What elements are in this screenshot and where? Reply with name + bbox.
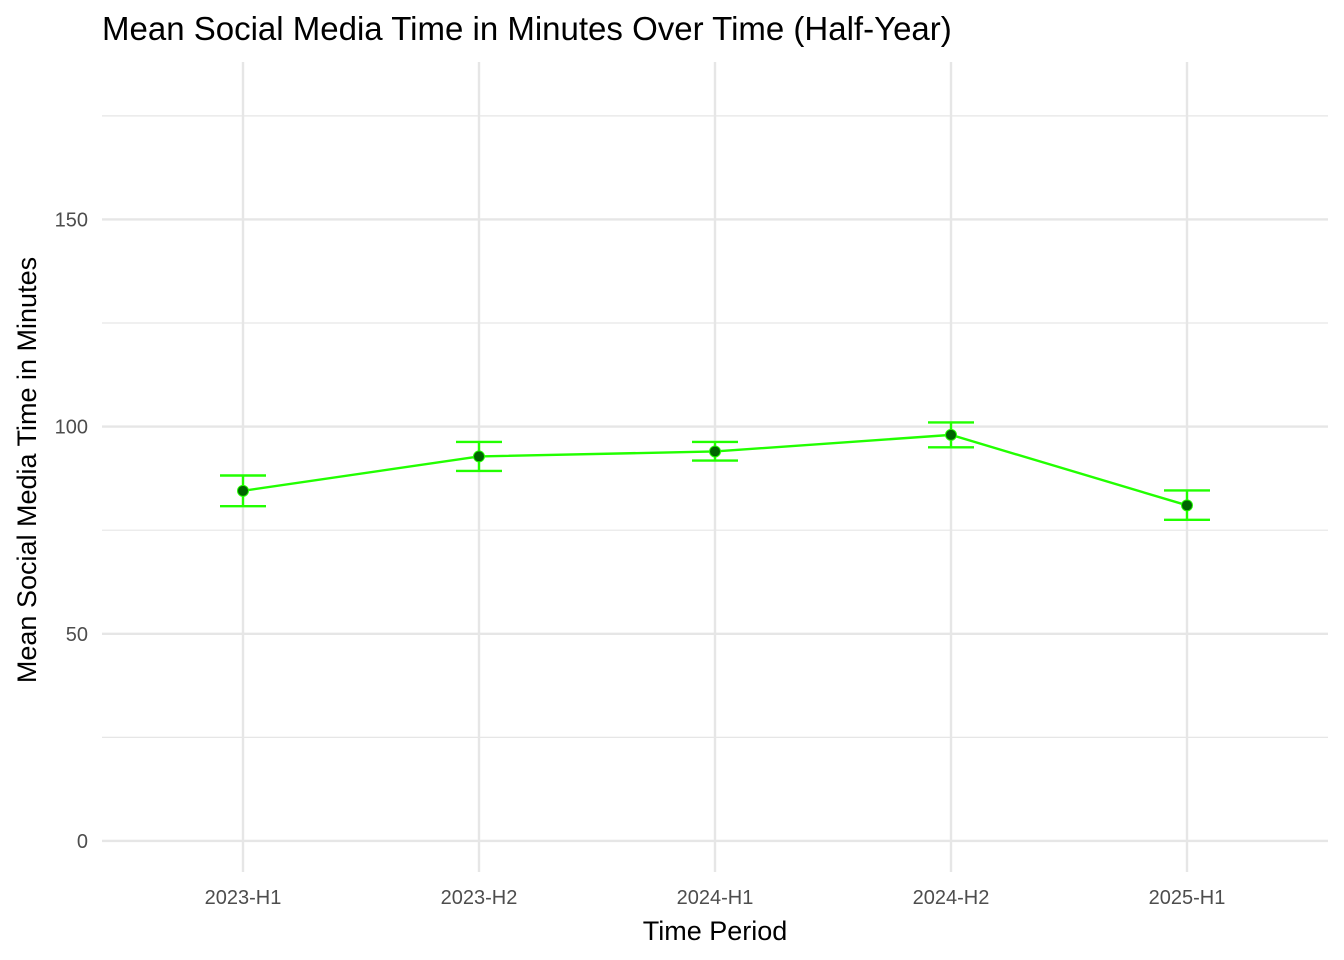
chart-title: Mean Social Media Time in Minutes Over T…: [102, 10, 952, 47]
y-tick-label-1: 50: [66, 624, 88, 646]
grid-layer: [102, 62, 1328, 872]
y-axis-title: Mean Social Media Time in Minutes: [12, 257, 42, 683]
y-tick-label-0: 0: [77, 831, 88, 853]
data-point-3: [945, 428, 957, 441]
y-tick-label-2: 100: [55, 417, 88, 439]
y-tick-label-3: 150: [55, 209, 88, 231]
point-layer: [237, 428, 1193, 512]
x-tick-label-4: 2025-H1: [1149, 887, 1226, 909]
x-tick-label-2: 2024-H1: [677, 887, 754, 909]
data-point-1: [473, 450, 485, 463]
x-tick-label-0: 2023-H1: [205, 887, 282, 909]
data-point-2: [709, 445, 721, 458]
x-axis-title: Time Period: [643, 916, 788, 946]
x-tick-label-1: 2023-H2: [441, 887, 518, 909]
data-point-0: [237, 484, 249, 497]
y-axis-tick-labels: 0 50 100 150: [55, 209, 88, 852]
x-tick-label-3: 2024-H2: [913, 887, 990, 909]
data-point-4: [1181, 499, 1193, 512]
x-axis-tick-labels: 2023-H1 2023-H2 2024-H1 2024-H2 2025-H1: [205, 887, 1226, 909]
